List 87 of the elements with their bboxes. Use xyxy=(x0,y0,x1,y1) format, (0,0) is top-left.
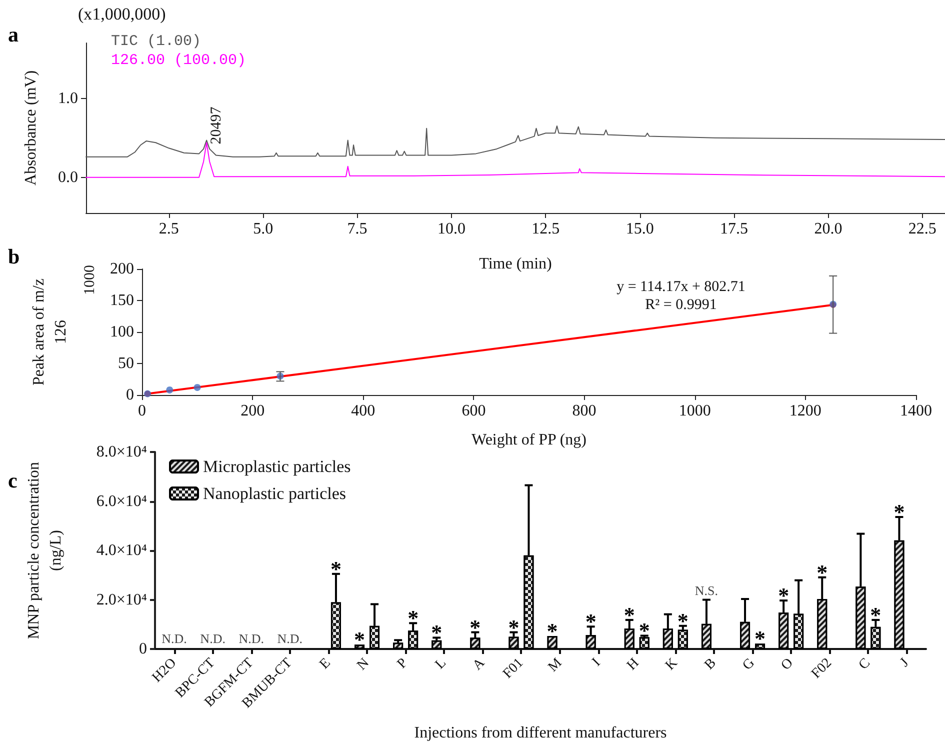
annotation: * xyxy=(508,614,520,640)
x-tick-label: I xyxy=(590,655,604,670)
annotation: R² = 0.9991 xyxy=(645,297,717,313)
annotation: * xyxy=(894,500,905,525)
annotation: N.D. xyxy=(238,631,264,646)
x-tick-label: O xyxy=(778,656,796,674)
x-tick-label: 10.0 xyxy=(437,220,466,238)
annotation: * xyxy=(330,556,342,582)
x-tick-label: J xyxy=(898,655,912,670)
y-tick-label: 4.0×10⁴ xyxy=(96,542,148,559)
x-tick-label: 7.5 xyxy=(347,220,368,238)
text: TIC (1.00) xyxy=(111,33,202,50)
x-tick-label: K xyxy=(662,656,681,674)
annotation: 20497 xyxy=(208,106,225,144)
x-tick-label: 800 xyxy=(572,402,596,420)
chart-title: a xyxy=(8,22,19,46)
line-series xyxy=(86,142,945,178)
y-tick-label: 0.0 xyxy=(58,168,78,186)
annotation: * xyxy=(470,614,481,640)
x-axis-title: Injections from different manufacturers xyxy=(414,724,667,742)
annotation: y = 114.17x + 802.71 xyxy=(616,279,746,295)
x-tick-label: F01 xyxy=(500,656,527,682)
x-tick-label: 1400 xyxy=(900,402,932,420)
x-tick-label: 400 xyxy=(351,402,376,420)
text: (x1,000,000) xyxy=(78,4,166,24)
x-tick-label: 2.5 xyxy=(158,220,179,238)
x-tick-label: M xyxy=(546,655,566,676)
annotation: * xyxy=(677,608,688,634)
y-axis-title: Absorbance (mV) xyxy=(22,70,40,186)
legend-label: Nanoplastic particles xyxy=(203,484,346,503)
chart-title: b xyxy=(8,244,20,268)
x-tick-label: F02 xyxy=(808,656,835,682)
annotation: * xyxy=(624,602,635,628)
y-tick-label: 50 xyxy=(118,355,134,372)
x-axis-title: Time (min) xyxy=(479,256,552,272)
annotation: * xyxy=(638,618,650,644)
y-tick-label: 0 xyxy=(126,386,134,404)
x-tick-label: H2O xyxy=(150,656,180,686)
x-tick-label: C xyxy=(856,656,874,673)
x-tick-label: A xyxy=(470,656,488,674)
x-tick-label: P xyxy=(394,656,412,672)
point xyxy=(166,386,174,394)
point xyxy=(194,384,201,391)
x-tick-label: 200 xyxy=(240,402,265,420)
annotation: * xyxy=(816,560,828,585)
annotation: N.D. xyxy=(162,631,187,646)
y-tick-label: 200 xyxy=(110,260,134,278)
y-tick-label: 100 xyxy=(110,324,134,340)
annotation: * xyxy=(870,602,882,628)
annotation: * xyxy=(408,606,419,631)
annotation: N.D. xyxy=(277,631,303,646)
x-tick-label: 22.5 xyxy=(908,220,936,238)
y-axis-title: Peak area of m/z 126 xyxy=(30,278,70,386)
annotation: N.S. xyxy=(694,582,718,598)
annotation: * xyxy=(778,582,790,608)
x-tick-label: 1000 xyxy=(678,402,711,420)
y-tick-label: 6.0×10⁴ xyxy=(96,492,148,510)
text: 126.00 (100.00) xyxy=(111,52,246,69)
x-tick-label: H xyxy=(624,656,642,674)
x-tick-label: 20.0 xyxy=(814,220,842,238)
x-tick-label: 17.5 xyxy=(720,220,748,238)
y-tick-label: 0 xyxy=(139,640,147,658)
text: 1000 xyxy=(82,265,98,295)
annotation: * xyxy=(354,627,366,652)
annotation: * xyxy=(585,609,596,634)
y-tick-label: 2.0×10⁴ xyxy=(96,591,148,608)
x-tick-label: L xyxy=(432,656,450,672)
x-tick-label: B xyxy=(702,656,720,673)
x-tick-label: E xyxy=(317,656,334,672)
x-axis-title: Weight of PP (ng) xyxy=(472,432,586,448)
x-tick-label: 15.0 xyxy=(626,220,654,238)
x-tick-label: N xyxy=(354,656,372,674)
annotation: N.D. xyxy=(200,631,226,646)
legend-label: Microplastic particles xyxy=(203,457,351,476)
annotation: * xyxy=(546,618,558,644)
text: c xyxy=(8,468,18,492)
y-tick-label: 150 xyxy=(110,292,134,309)
annotation: * xyxy=(431,620,442,646)
x-tick-label: 5.0 xyxy=(253,220,274,238)
y-axis-title: MNP particle concentration (ng/L) xyxy=(26,462,64,640)
annotation: * xyxy=(754,626,766,652)
x-tick-label: 1200 xyxy=(789,402,822,420)
y-tick-label: 8.0×10⁴ xyxy=(96,444,148,460)
x-tick-label: 12.5 xyxy=(532,220,560,238)
y-tick-label: 1.0 xyxy=(58,90,78,107)
x-tick-label: 600 xyxy=(462,402,486,420)
x-tick-label: G xyxy=(740,656,758,674)
